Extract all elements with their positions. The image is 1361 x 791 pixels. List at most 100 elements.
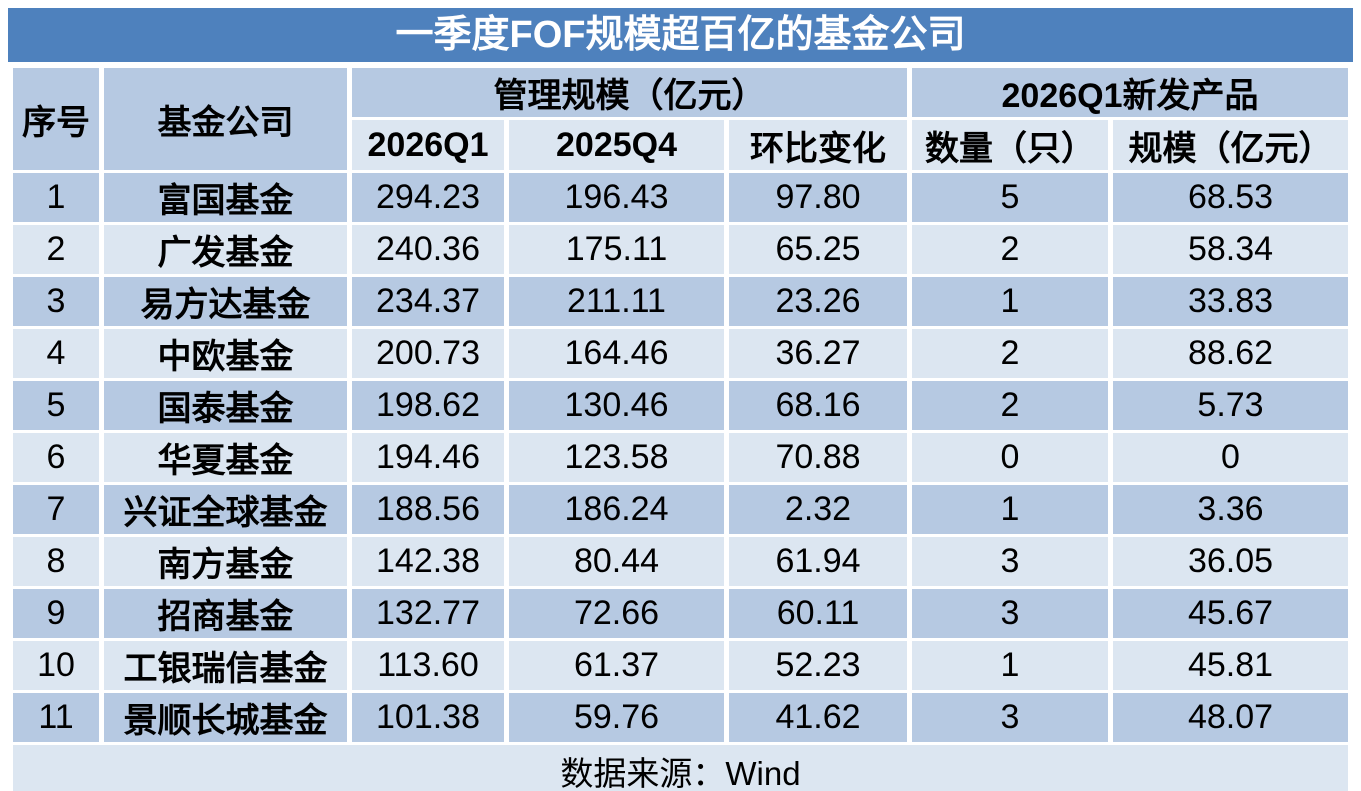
cell-2025q4: 164.46 — [509, 329, 724, 378]
cell-new-scale: 45.67 — [1113, 589, 1349, 638]
cell-index: 6 — [13, 433, 99, 482]
col-header-company: 基金公司 — [104, 68, 347, 170]
cell-index: 11 — [13, 693, 99, 742]
cell-new-scale: 36.05 — [1113, 537, 1349, 586]
cell-2026q1: 101.38 — [352, 693, 504, 742]
cell-new-scale: 5.73 — [1113, 381, 1349, 430]
col-header-qoq-change: 环比变化 — [729, 120, 908, 170]
cell-2026q1: 198.62 — [352, 381, 504, 430]
cell-change: 52.23 — [729, 641, 908, 690]
table-row: 9 招商基金 132.77 72.66 60.11 3 45.67 — [13, 589, 1349, 638]
cell-company: 景顺长城基金 — [104, 693, 347, 742]
cell-2026q1: 240.36 — [352, 225, 504, 274]
cell-2026q1: 132.77 — [352, 589, 504, 638]
cell-company: 兴证全球基金 — [104, 485, 347, 534]
cell-2025q4: 211.11 — [509, 277, 724, 326]
data-source: 数据来源：Wind — [13, 745, 1349, 791]
cell-company: 招商基金 — [104, 589, 347, 638]
cell-index: 1 — [13, 173, 99, 222]
table-row: 2 广发基金 240.36 175.11 65.25 2 58.34 — [13, 225, 1349, 274]
cell-company: 工银瑞信基金 — [104, 641, 347, 690]
cell-count: 5 — [912, 173, 1109, 222]
cell-2026q1: 200.73 — [352, 329, 504, 378]
table-row: 5 国泰基金 198.62 130.46 68.16 2 5.73 — [13, 381, 1349, 430]
cell-change: 2.32 — [729, 485, 908, 534]
cell-2025q4: 80.44 — [509, 537, 724, 586]
table-body: 1 富国基金 294.23 196.43 97.80 5 68.53 2 广发基… — [13, 173, 1349, 742]
cell-company: 富国基金 — [104, 173, 347, 222]
cell-company: 中欧基金 — [104, 329, 347, 378]
cell-2026q1: 188.56 — [352, 485, 504, 534]
cell-count: 2 — [912, 329, 1109, 378]
cell-count: 3 — [912, 537, 1109, 586]
table-row: 6 华夏基金 194.46 123.58 70.88 0 0 — [13, 433, 1349, 482]
cell-change: 60.11 — [729, 589, 908, 638]
cell-index: 3 — [13, 277, 99, 326]
table-row: 4 中欧基金 200.73 164.46 36.27 2 88.62 — [13, 329, 1349, 378]
col-group-new-products: 2026Q1新发产品 — [912, 68, 1349, 117]
header-row-sub: 2026Q1 2025Q4 环比变化 数量（只） 规模（亿元） — [13, 120, 1349, 170]
cell-index: 9 — [13, 589, 99, 638]
table-row: 10 工银瑞信基金 113.60 61.37 52.23 1 45.81 — [13, 641, 1349, 690]
cell-change: 97.80 — [729, 173, 908, 222]
cell-2025q4: 130.46 — [509, 381, 724, 430]
table-row: 8 南方基金 142.38 80.44 61.94 3 36.05 — [13, 537, 1349, 586]
cell-index: 7 — [13, 485, 99, 534]
cell-count: 3 — [912, 693, 1109, 742]
cell-new-scale: 68.53 — [1113, 173, 1349, 222]
col-header-new-scale: 规模（亿元） — [1113, 120, 1349, 170]
cell-company: 易方达基金 — [104, 277, 347, 326]
cell-new-scale: 58.34 — [1113, 225, 1349, 274]
cell-2025q4: 186.24 — [509, 485, 724, 534]
cell-2025q4: 59.76 — [509, 693, 724, 742]
header-row-groups: 序号 基金公司 管理规模（亿元） 2026Q1新发产品 — [13, 68, 1349, 170]
col-header-new-count: 数量（只） — [912, 120, 1109, 170]
cell-change: 70.88 — [729, 433, 908, 482]
cell-new-scale: 0 — [1113, 433, 1349, 482]
cell-2025q4: 196.43 — [509, 173, 724, 222]
col-group-managed-scale: 管理规模（亿元） — [352, 68, 908, 117]
cell-index: 2 — [13, 225, 99, 274]
cell-count: 1 — [912, 485, 1109, 534]
cell-count: 1 — [912, 641, 1109, 690]
cell-company: 国泰基金 — [104, 381, 347, 430]
table-title: 一季度FOF规模超百亿的基金公司 — [8, 8, 1353, 62]
cell-new-scale: 88.62 — [1113, 329, 1349, 378]
table-header: 序号 基金公司 管理规模（亿元） 2026Q1新发产品 2026Q1 2025Q… — [13, 68, 1349, 170]
cell-2025q4: 123.58 — [509, 433, 724, 482]
cell-count: 2 — [912, 381, 1109, 430]
cell-index: 4 — [13, 329, 99, 378]
cell-2026q1: 142.38 — [352, 537, 504, 586]
cell-company: 广发基金 — [104, 225, 347, 274]
cell-change: 23.26 — [729, 277, 908, 326]
footer-row: 数据来源：Wind — [13, 745, 1349, 791]
cell-count: 2 — [912, 225, 1109, 274]
table-footer: 数据来源：Wind — [13, 745, 1349, 791]
table-row: 1 富国基金 294.23 196.43 97.80 5 68.53 — [13, 173, 1349, 222]
cell-change: 41.62 — [729, 693, 908, 742]
cell-2026q1: 234.37 — [352, 277, 504, 326]
fof-table: 序号 基金公司 管理规模（亿元） 2026Q1新发产品 2026Q1 2025Q… — [8, 65, 1353, 791]
fof-table-figure: 一季度FOF规模超百亿的基金公司 序号 基金公司 管理规模（亿元） 2026Q1… — [8, 8, 1353, 791]
cell-2025q4: 61.37 — [509, 641, 724, 690]
cell-2026q1: 194.46 — [352, 433, 504, 482]
cell-count: 0 — [912, 433, 1109, 482]
cell-company: 南方基金 — [104, 537, 347, 586]
cell-2026q1: 113.60 — [352, 641, 504, 690]
cell-2025q4: 175.11 — [509, 225, 724, 274]
cell-change: 61.94 — [729, 537, 908, 586]
cell-new-scale: 33.83 — [1113, 277, 1349, 326]
cell-2026q1: 294.23 — [352, 173, 504, 222]
cell-new-scale: 3.36 — [1113, 485, 1349, 534]
cell-change: 65.25 — [729, 225, 908, 274]
cell-count: 1 — [912, 277, 1109, 326]
cell-new-scale: 45.81 — [1113, 641, 1349, 690]
cell-change: 68.16 — [729, 381, 908, 430]
col-header-2025q4: 2025Q4 — [509, 120, 724, 170]
table-row: 7 兴证全球基金 188.56 186.24 2.32 1 3.36 — [13, 485, 1349, 534]
table-row: 3 易方达基金 234.37 211.11 23.26 1 33.83 — [13, 277, 1349, 326]
cell-index: 5 — [13, 381, 99, 430]
cell-count: 3 — [912, 589, 1109, 638]
cell-company: 华夏基金 — [104, 433, 347, 482]
cell-index: 10 — [13, 641, 99, 690]
